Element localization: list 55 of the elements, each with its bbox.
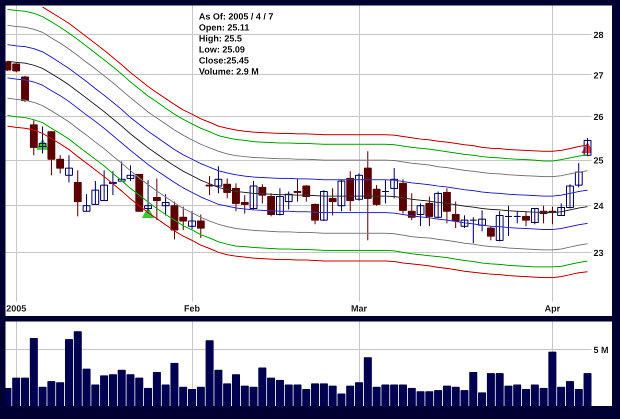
candlestick: [30, 120, 38, 156]
line-series: [6, 98, 588, 250]
candlestick: [82, 194, 90, 212]
candlestick: [355, 172, 363, 202]
y-tick-label: 27: [594, 70, 604, 80]
candlestick: [188, 210, 196, 230]
candlestick: [522, 210, 530, 227]
candlestick: [214, 166, 222, 194]
y-tick-label: 26: [594, 112, 604, 122]
annotation: Low: 25.09: [198, 44, 245, 54]
candlestick: [21, 75, 29, 102]
candlestick: [390, 168, 398, 199]
y-tick-label: 23: [594, 248, 604, 258]
candlestick: [126, 164, 134, 182]
candlestick: [152, 178, 161, 221]
x-tick-label: Apr: [544, 304, 561, 314]
annotation: Volume: 2.9 M: [198, 66, 259, 76]
candlestick: [311, 202, 319, 225]
candlestick: [328, 188, 337, 216]
candlestick: [108, 170, 117, 196]
annotation: Close:25.45: [198, 55, 249, 66]
candlestick: [38, 126, 47, 154]
candlestick: [250, 180, 258, 210]
annotation: As Of: 2005 / 4 / 7: [198, 11, 274, 22]
y-tick-label: 24: [594, 200, 604, 211]
candlestick: [118, 160, 126, 182]
candlestick: [434, 191, 442, 219]
candlestick: [144, 180, 152, 212]
candlestick: [584, 138, 592, 157]
candlestick: [196, 214, 205, 238]
candlestick: [452, 201, 460, 229]
y-tick-label: 5 M: [594, 344, 609, 355]
candlestick: [442, 188, 451, 224]
candlestick: [425, 196, 434, 227]
line-series: [6, 77, 588, 230]
candlestick: [381, 180, 390, 204]
y-tick-label: 28: [594, 30, 604, 40]
x-tick-label: Mar: [351, 304, 368, 314]
x-tick-label: Feb: [184, 304, 201, 314]
candlestick: [267, 192, 276, 217]
candlestick: [162, 194, 170, 216]
candlestick: [416, 202, 424, 227]
candlestick: [574, 162, 583, 188]
candlestick: [338, 180, 346, 212]
y-tick-label: 25: [594, 156, 604, 166]
candlestick: [513, 210, 522, 224]
candlestick: [320, 190, 328, 222]
candlestick: [486, 226, 495, 241]
candlestick: [65, 154, 73, 183]
candlestick: [206, 176, 214, 196]
x-tick-label: 2005: [6, 304, 26, 314]
annotation: High: 25.5: [198, 33, 242, 44]
candlestick: [74, 170, 82, 217]
candlestick: [530, 208, 539, 225]
annotation: Open: 25.11: [198, 22, 250, 32]
